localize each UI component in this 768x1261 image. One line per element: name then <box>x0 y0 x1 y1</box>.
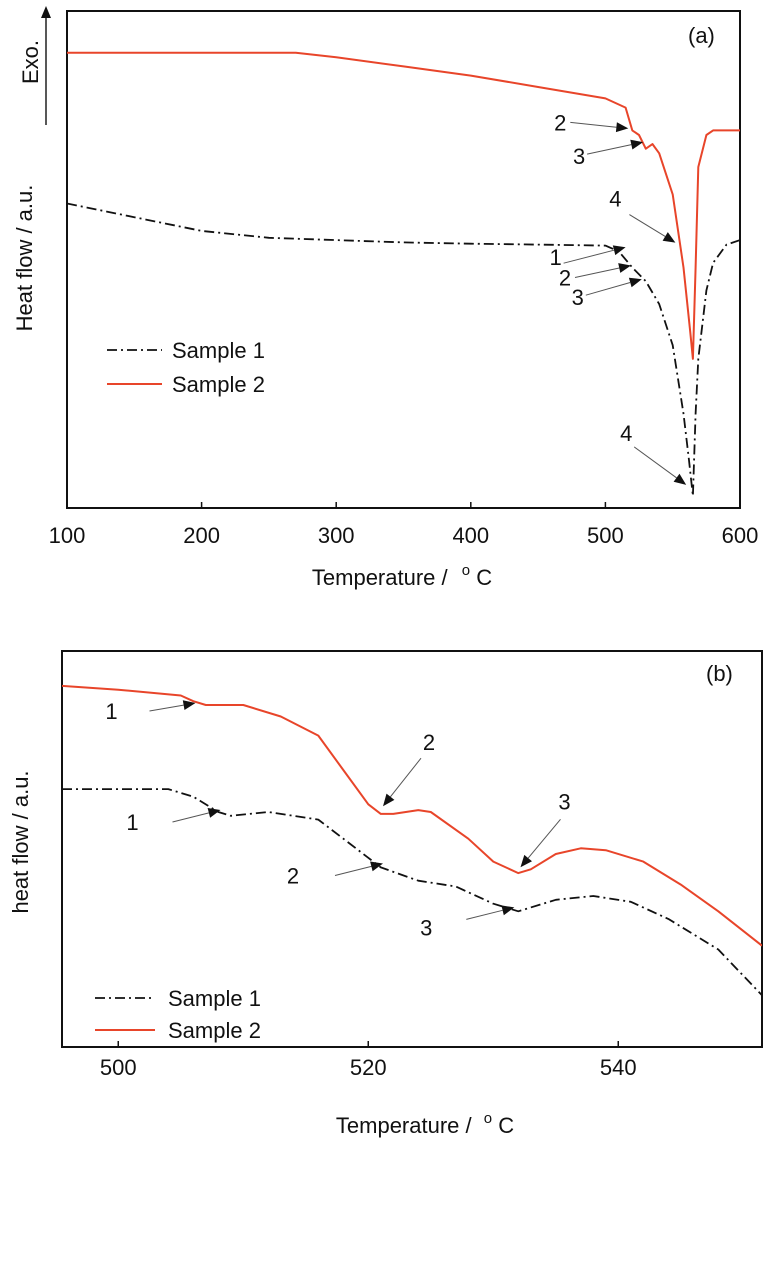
x-axis-label-a: Temperature / o C <box>312 555 492 590</box>
x-tick-label-a: 400 <box>452 523 489 548</box>
annotation-label-a: 2 <box>554 110 566 135</box>
annotation-label-a: 2 <box>559 266 571 291</box>
annotation-arrow-head-a <box>618 263 631 273</box>
annotation-arrow-line-b <box>527 818 561 859</box>
series-line-b-sample1 <box>62 788 762 996</box>
annotation-arrow-line-a <box>563 249 615 264</box>
annotation-arrow-head-a <box>628 277 642 288</box>
annotation-arrow-line-a <box>585 282 631 296</box>
panel-label-b: (b) <box>706 661 733 686</box>
x-axis-label-b: Temperature / o C <box>336 1103 514 1138</box>
annotation-label-a: 4 <box>620 421 632 446</box>
panel-label-a: (a) <box>688 23 715 48</box>
annotation-arrow-head-b <box>383 793 395 807</box>
annotation-label-b: 2 <box>423 730 435 755</box>
x-axis-label-a-unit: C <box>476 565 492 590</box>
annotation-label-a: 3 <box>573 144 585 169</box>
annotation-arrow-head-a <box>662 232 676 243</box>
x-axis-label-b-unit: C <box>498 1113 514 1138</box>
annotation-arrow-line-b <box>390 757 422 798</box>
annotation-label-b: 3 <box>558 789 570 814</box>
annotation-arrow-line-a <box>570 121 617 128</box>
annotation-label-a: 3 <box>572 285 584 310</box>
x-tick-label-b: 540 <box>600 1055 637 1080</box>
annotation-arrow-line-b <box>172 812 210 823</box>
annotation-arrow-line-a <box>574 267 620 278</box>
annotation-arrow-line-b <box>466 909 503 920</box>
x-axis-label-b-sup: o <box>484 1110 492 1127</box>
annotation-arrow-head-b <box>182 700 196 710</box>
annotation-arrow-head-b <box>501 905 515 916</box>
exo-arrow-head <box>41 6 51 18</box>
annotation-arrow-line-b <box>334 865 372 876</box>
annotation-arrow-head-a <box>630 139 644 150</box>
annotation-arrow-head-a <box>615 122 629 133</box>
x-ticks-b: 500 520 540 <box>100 1041 637 1080</box>
legend-b-sample1-label: Sample 1 <box>168 986 261 1011</box>
x-tick-label-b: 520 <box>350 1055 387 1080</box>
x-tick-label-a: 300 <box>318 523 355 548</box>
x-tick-label-b: 500 <box>100 1055 137 1080</box>
legend-b-sample2-label: Sample 2 <box>168 1018 261 1043</box>
x-tick-label-a: 500 <box>587 523 624 548</box>
y-axis-label-a: Heat flow / a.u. <box>12 185 37 332</box>
annotation-label-b: 2 <box>287 864 299 889</box>
series-line-a-sample2 <box>67 51 740 360</box>
y-axis-label-b: heat flow / a.u. <box>8 770 33 913</box>
annotation-arrow-head-b <box>520 854 532 868</box>
legend-a: Sample 1 Sample 2 <box>107 338 265 397</box>
legend-a-sample1-label: Sample 1 <box>172 338 265 363</box>
annotation-label-b: 1 <box>126 810 138 835</box>
annotation-arrow-line-a <box>633 446 677 479</box>
annotation-label-a: 1 <box>549 245 561 270</box>
x-tick-label-a: 200 <box>183 523 220 548</box>
x-tick-label-a: 600 <box>722 523 759 548</box>
x-tick-label-a: 100 <box>49 523 86 548</box>
annotation-arrow-line-a <box>629 214 666 237</box>
annotation-arrow-head-a <box>612 245 626 256</box>
x-axis-label-a-sup: o <box>462 562 470 579</box>
series-line-b-sample2 <box>62 684 762 947</box>
annotation-arrow-head-b <box>370 861 383 872</box>
annotation-arrow-head-b <box>207 808 221 818</box>
legend-a-sample2-label: Sample 2 <box>172 372 265 397</box>
series-line-a-sample1 <box>67 202 740 497</box>
annotation-arrow-head-a <box>673 473 687 485</box>
x-ticks-a: 100 200 300 400 500 600 <box>49 502 759 548</box>
exo-label-a: Exo. <box>18 40 43 84</box>
plot-frame-a <box>66 10 741 509</box>
annotation-arrow-line-b <box>149 704 184 712</box>
x-axis-label-b-text: Temperature / <box>336 1113 473 1138</box>
annotation-label-a: 4 <box>609 187 621 212</box>
annotation-arrow-line-a <box>586 144 632 155</box>
x-axis-label-a-text: Temperature / <box>312 565 449 590</box>
legend-b: Sample 1 Sample 2 <box>95 986 261 1043</box>
chart-panel-b: 500 520 540 1 2 3 1 2 3 (b) Temperature / o C h… <box>8 650 763 1138</box>
annotations-b: 1 2 3 1 2 3 <box>105 699 570 940</box>
annotation-label-b: 1 <box>105 699 117 724</box>
annotation-label-b: 3 <box>420 915 432 940</box>
plot-frame-b <box>61 650 763 1048</box>
